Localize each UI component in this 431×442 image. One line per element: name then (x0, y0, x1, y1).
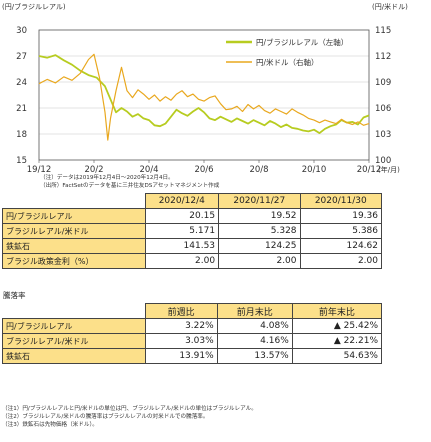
footnote-2: （注2）ブラジルレアル/米ドルの騰落率はブラジルレアルの対米ドルでの騰落率。 (2, 414, 209, 420)
rates-header-cell: 2020/11/30 (299, 193, 383, 209)
left-axis-ticks: 15 18 21 24 27 30 (16, 26, 27, 166)
table-cell: 124.25 (218, 238, 301, 254)
table-cell: 3.22% (144, 318, 218, 334)
right-axis-unit: (円/米ドル) (372, 3, 408, 11)
left-axis-tick-label: 21 (16, 104, 27, 114)
change-header-cell: 前年末比 (291, 303, 383, 319)
x-axis-tick-label: 20/6 (194, 165, 213, 175)
change-section-title: 騰落率 (3, 291, 26, 300)
left-axis-unit: (円/ブラジルレアル) (2, 3, 66, 11)
change-header-cell: 前月末比 (216, 303, 293, 319)
table-cell: 2.00 (299, 253, 383, 269)
table-row: 鉄鉱石 13.91% 13.57% 54.63% (2, 348, 383, 364)
left-axis-tick-label: 15 (16, 156, 27, 166)
left-axis-tick-label: 27 (16, 52, 27, 62)
table-row: ブラジル政策金利（%） 2.00 2.00 2.00 (2, 253, 383, 269)
table-row: ブラジルレアル/米ドル 5.171 5.328 5.386 (2, 223, 383, 239)
x-axis-tick-label: 20/10 (302, 165, 327, 175)
right-axis-tick-label: 112 (375, 52, 391, 62)
row-label: 鉄鉱石 (2, 348, 146, 364)
table-cell: ▲ 25.42% (291, 318, 383, 334)
table-cell: 54.63% (291, 348, 383, 364)
table-row: 円/ブラジルレアル 3.22% 4.08% ▲ 25.42% (2, 318, 383, 334)
rates-header-row: 2020/12/4 2020/11/27 2020/11/30 (3, 193, 383, 209)
right-axis-tick-label: 100 (375, 156, 391, 166)
table-cell: 2.00 (218, 253, 301, 269)
row-label: 円/ブラジルレアル (2, 318, 146, 334)
chart-note-2: （出所）FactSetのデータを基に三井住友DSアセットマネジメント作成 (40, 183, 220, 189)
rates-header-cell: 2020/11/27 (218, 193, 301, 209)
left-axis-tick-label: 30 (16, 26, 27, 36)
header-blank-cell (3, 194, 146, 209)
table-cell: 19.52 (218, 208, 301, 224)
table-cell: 19.36 (299, 208, 383, 224)
x-axis-ticks: 19/12 20/2 20/4 20/6 20/8 20/10 20/12 (27, 160, 382, 175)
table-cell: 13.91% (144, 348, 218, 364)
change-header-cell: 前週比 (144, 303, 218, 319)
footnote-1: （注1）円/ブラジルレアルと円/米ドルの単位は円、ブラジルレアル/米ドルの単位は… (2, 406, 257, 412)
x-axis-tick-label: 20/8 (249, 165, 268, 175)
table-cell: 3.03% (144, 333, 218, 349)
table-cell: 141.53 (144, 238, 220, 254)
footnote-3: （注3）鉄鉱石は先物価格（米ドル）。 (2, 422, 98, 428)
table-cell: 2.00 (144, 253, 220, 269)
legend-label: 円/ブラジルレアル（左軸） (256, 37, 348, 47)
x-axis-unit: (年/月) (378, 166, 400, 174)
series-lines (38, 53, 370, 141)
table-cell: ▲ 22.21% (291, 333, 383, 349)
table-cell: 5.328 (218, 223, 301, 239)
x-axis-tick-label: 20/2 (84, 165, 103, 175)
row-label: ブラジルレアル/米ドル (2, 333, 146, 349)
change-table: 前週比 前月末比 前年末比 円/ブラジルレアル 3.22% 4.08% ▲ 25… (2, 303, 383, 364)
plot-frame (38, 29, 370, 161)
chart-note-1: （注）データは2019年12月4日～2020年12月4日。 (40, 175, 174, 181)
table-cell: 5.171 (144, 223, 220, 239)
series-line-jpy-usd (38, 53, 370, 141)
table-cell: 124.62 (299, 238, 383, 254)
row-label: 鉄鉱石 (2, 238, 146, 254)
chart-legend: 円/ブラジルレアル（左軸） 円/米ドル（右軸） (226, 37, 348, 67)
table-cell: 4.08% (216, 318, 293, 334)
row-label: 円/ブラジルレアル (2, 208, 146, 224)
right-axis-tick-label: 115 (375, 26, 391, 36)
right-axis-tick-label: 103 (375, 130, 391, 140)
right-axis-tick-label: 109 (375, 78, 391, 88)
x-axis-tick-label: 20/4 (139, 165, 158, 175)
table-row: ブラジルレアル/米ドル 3.03% 4.16% ▲ 22.21% (2, 333, 383, 349)
table-cell: 20.15 (144, 208, 220, 224)
table-cell: 4.16% (216, 333, 293, 349)
table-row: 鉄鉱石 141.53 124.25 124.62 (2, 238, 383, 254)
table-row: 円/ブラジルレアル 20.15 19.52 19.36 (2, 208, 383, 224)
x-axis-tick-label: 19/12 (27, 165, 52, 175)
row-label: ブラジルレアル/米ドル (2, 223, 146, 239)
table-cell: 13.57% (216, 348, 293, 364)
legend-label: 円/米ドル（右軸） (256, 57, 319, 67)
right-axis-tick-label: 106 (375, 104, 391, 114)
right-axis-ticks: 100 103 106 109 112 115 (375, 26, 391, 166)
rates-table: 2020/12/4 2020/11/27 2020/11/30 円/ブラジルレア… (2, 193, 383, 269)
row-label: ブラジル政策金利（%） (2, 253, 146, 269)
left-axis-tick-label: 24 (16, 78, 27, 88)
fx-line-chart: 15 18 21 24 27 30 100 103 106 109 112 115 19/12 20/… (16, 26, 391, 175)
rates-header-cell: 2020/12/4 (144, 193, 220, 209)
series-line-jpy-brl (38, 54, 370, 135)
x-axis-tick-label: 20/12 (357, 165, 382, 175)
change-header-row: 前週比 前月末比 前年末比 (3, 303, 383, 319)
header-blank-cell (3, 304, 146, 319)
left-axis-tick-label: 18 (16, 130, 27, 140)
table-cell: 5.386 (299, 223, 383, 239)
